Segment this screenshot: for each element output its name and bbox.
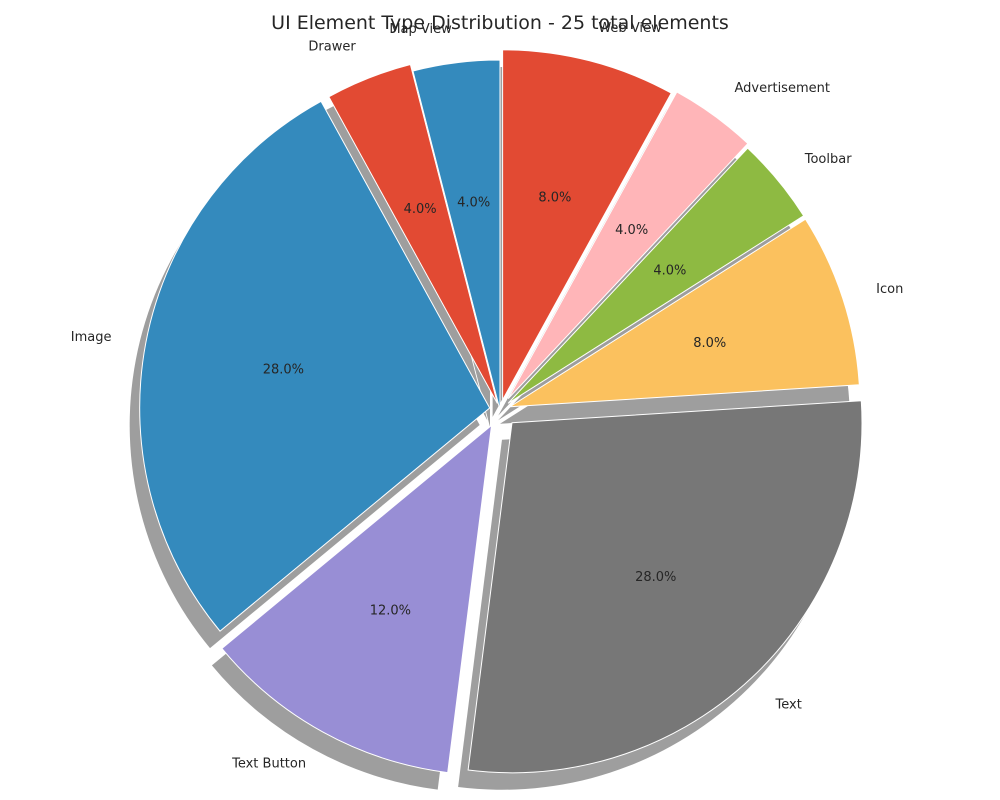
slice-pct-map-view: 4.0% <box>457 196 490 211</box>
slice-label-web-view: Web View <box>598 21 662 36</box>
slice-pct-drawer: 4.0% <box>404 202 437 217</box>
slice-pct-text-button: 12.0% <box>370 603 411 618</box>
slice-icon <box>509 218 860 408</box>
slices-layer <box>129 49 863 790</box>
chart-title: UI Element Type Distribution - 25 total … <box>271 12 729 34</box>
slice-drawer <box>328 63 498 404</box>
slice-toolbar <box>507 147 805 404</box>
slice-label-icon: Icon <box>876 282 903 297</box>
slice-label-drawer: Drawer <box>308 40 356 55</box>
slice-text <box>467 400 863 774</box>
slice-label-text: Text <box>775 697 802 712</box>
slice-pct-advertisement: 4.0% <box>615 223 648 238</box>
slice-pct-image: 28.0% <box>263 363 304 378</box>
slice-label-advertisement: Advertisement <box>735 81 830 96</box>
slice-label-text-button: Text Button <box>231 757 306 772</box>
slice-label-map-view: Map View <box>389 22 452 37</box>
slice-pct-icon: 8.0% <box>693 336 726 351</box>
slice-label-toolbar: Toolbar <box>804 152 852 167</box>
slice-image <box>139 100 491 632</box>
slice-pct-toolbar: 4.0% <box>653 263 686 278</box>
slice-advertisement <box>507 91 749 400</box>
labels-layer: Map View 4.0% Drawer 4.0% Image 28.0% Text But… <box>71 21 904 772</box>
slice-pct-text: 28.0% <box>635 570 676 585</box>
slice-text-button <box>221 424 493 774</box>
slice-web-view <box>502 49 672 401</box>
slice-pct-web-view: 8.0% <box>538 190 571 205</box>
slice-map-view <box>412 59 501 411</box>
slice-label-image: Image <box>71 330 112 345</box>
